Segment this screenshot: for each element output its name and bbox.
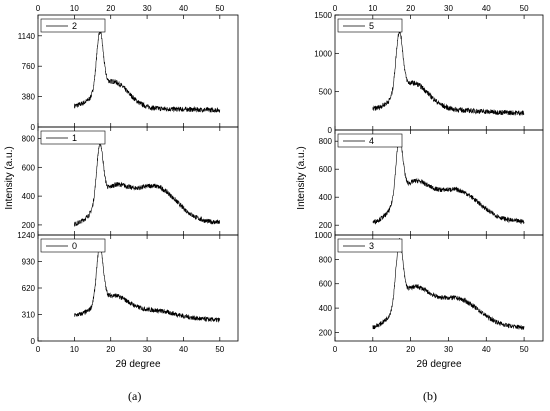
chart-1-subplot-2-legend-label: 3	[369, 241, 374, 251]
chart-1-x-axis-label: 2θ degree	[416, 359, 461, 370]
chart-0-top-xtick-label: 20	[106, 4, 115, 13]
chart-1-top-xtick-label: 50	[520, 4, 529, 13]
chart-1-subplot-0-ytick-label: 1500	[314, 11, 332, 20]
chart-0-top-xtick-label: 30	[143, 4, 152, 13]
chart-1-xtick-label: 10	[368, 345, 377, 354]
chart-0-subplot-0-ytick-label: 760	[22, 62, 36, 71]
chart-0-subplot-2-ytick-label: 620	[22, 284, 36, 293]
chart-0-subplot-0-ytick-label: 380	[22, 93, 36, 102]
chart-0-subplot-2-legend-box	[40, 238, 106, 253]
chart-1-subplot-1-ytick-label: 400	[319, 193, 333, 202]
chart-0-xtick-label: 40	[179, 345, 188, 354]
chart-1-subplot-1-legend-box	[337, 133, 403, 148]
chart-0-subplot-0-legend-box	[40, 18, 106, 33]
chart-0-subplot-0-series-line	[74, 29, 221, 113]
chart-0-top-xtick-label: 50	[215, 4, 224, 13]
chart-1-top-xtick-label: 20	[406, 4, 415, 13]
chart-0-subplot-0-ytick-label: 0	[31, 123, 36, 132]
chart-1-subplot-1-ytick-label: 800	[319, 137, 333, 146]
panel-label-b: (b)	[423, 389, 437, 403]
chart-0-top-xtick-label: 10	[70, 4, 79, 13]
chart-1-subplot-1-legend-label: 4	[369, 136, 374, 146]
panel-label-a: (a)	[128, 389, 142, 403]
chart-1-top-xtick-label: 40	[482, 4, 491, 13]
chart-0-subplot-1-ytick-label: 400	[22, 192, 36, 201]
chart-0-y-axis-label: Intensity (a.u.)	[4, 146, 15, 209]
chart-0-top-xtick-label: 40	[179, 4, 188, 13]
chart-1-subplot-1-ytick-label: 200	[319, 221, 333, 230]
chart-1-xtick-label: 50	[520, 345, 529, 354]
chart-1-subplot-2-ytick-label: 400	[319, 304, 333, 313]
chart-1-xtick-label: 20	[406, 345, 415, 354]
chart-0-top-xtick-label: 0	[36, 4, 41, 13]
chart-0-subplot-2-legend-label: 0	[72, 241, 77, 251]
chart-1-subplot-0-legend-label: 5	[369, 21, 374, 31]
chart-1-y-axis-label: Intensity (a.u.)	[296, 146, 307, 209]
chart-0-subplot-2-ytick-label: 0	[31, 337, 36, 346]
chart-0-subplot-1-legend-box	[40, 130, 106, 145]
chart-0-xtick-label: 50	[215, 345, 224, 354]
chart-1-subplot-2-ytick-label: 200	[319, 328, 333, 337]
chart-1-xtick-label: 40	[482, 345, 491, 354]
chart-0-subplot-1-ytick-label: 200	[22, 221, 36, 230]
chart-1-top-xtick-label: 30	[444, 4, 453, 13]
chart-1-subplot-1-ytick-label: 600	[319, 165, 333, 174]
chart-1-subplot-0-series-line	[372, 30, 525, 116]
chart-1-subplot-2-ytick-label: 800	[319, 255, 333, 264]
chart-1-subplot-2-frame	[334, 234, 544, 342]
chart-1-xtick-label: 30	[444, 345, 453, 354]
chart-1-subplot-0-legend-box	[337, 18, 403, 33]
chart-1-xtick-label: 0	[333, 345, 338, 354]
chart-1-top-xtick-label: 10	[368, 4, 377, 13]
chart-0-subplot-2-ytick-label: 930	[22, 258, 36, 267]
chart-1-subplot-2-legend-box	[337, 238, 403, 253]
chart-1-subplot-2-ytick-label: 600	[319, 280, 333, 289]
chart-1-subplot-0-ytick-label: 1000	[314, 49, 332, 58]
chart-1-top-xtick-label: 0	[333, 4, 338, 13]
chart-0-subplot-2-series-line	[74, 243, 221, 323]
chart-1-subplot-2-ytick-label: 1000	[314, 231, 332, 240]
chart-0-xtick-label: 20	[106, 345, 115, 354]
chart-0-xtick-label: 30	[143, 345, 152, 354]
chart-0-xtick-label: 0	[36, 345, 41, 354]
chart-0-subplot-0-legend-label: 2	[72, 21, 77, 31]
chart-0-subplot-0-ytick-label: 1140	[18, 32, 36, 41]
chart-0-subplot-1-ytick-label: 800	[22, 135, 36, 144]
chart-0-subplot-1-series-line	[74, 140, 220, 227]
chart-1-subplot-0-ytick-label: 0	[328, 126, 333, 135]
chart-0-subplot-1-legend-label: 1	[72, 133, 77, 143]
chart-0-subplot-1-ytick-label: 600	[22, 163, 36, 172]
chart-0-subplot-2-ytick-label: 310	[22, 311, 36, 320]
chart-1-subplot-0-ytick-label: 500	[319, 88, 333, 97]
chart-0-xtick-label: 10	[70, 345, 79, 354]
chart-0-x-axis-label: 2θ degree	[115, 359, 160, 370]
chart-0-subplot-2-ytick-label: 1240	[17, 231, 35, 240]
chart-1-subplot-1-series-line	[372, 135, 525, 225]
